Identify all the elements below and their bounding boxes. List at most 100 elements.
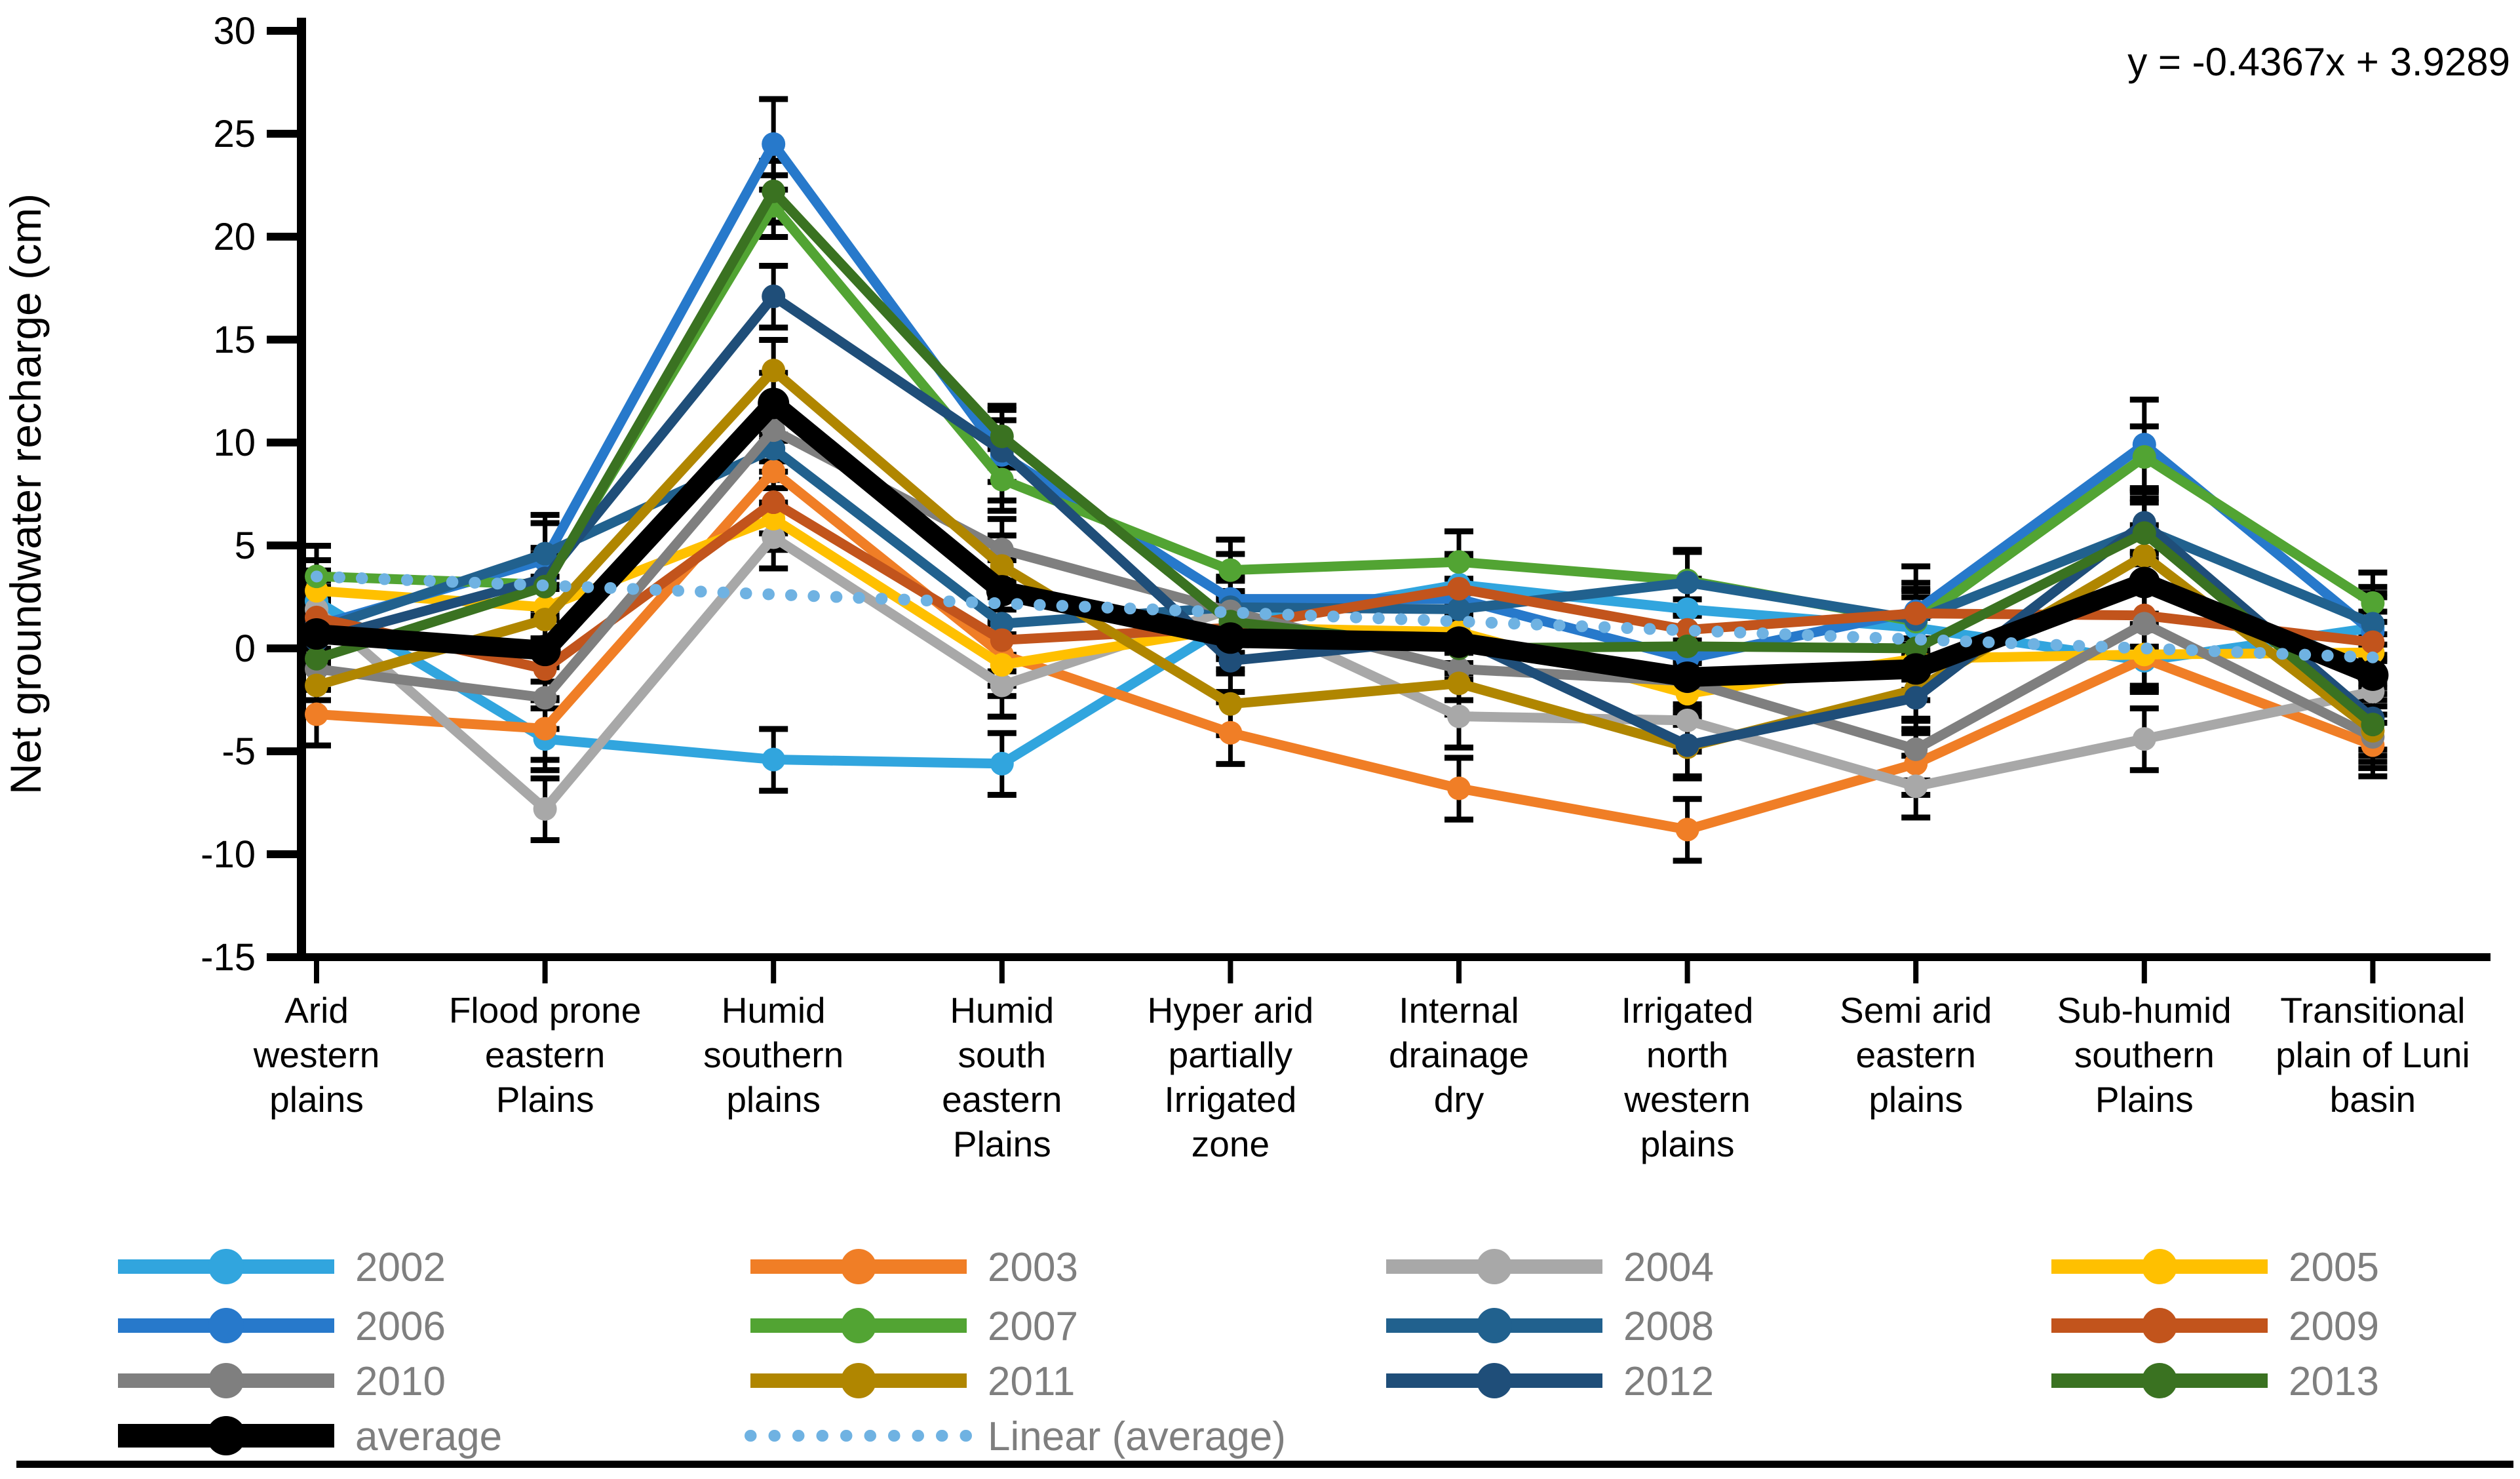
y-tick <box>267 644 297 652</box>
y-tick-label: -5 <box>222 730 256 773</box>
marker-2009-3 <box>990 628 1014 652</box>
legend-swatch-marker <box>841 1249 876 1284</box>
error-bar-cap <box>530 767 560 774</box>
marker-2010-2 <box>762 418 786 443</box>
marker-2011-4 <box>1218 692 1243 716</box>
y-tick-label: -10 <box>201 833 256 876</box>
error-bar-cap <box>530 775 560 781</box>
error-bar-cap <box>2129 485 2159 492</box>
bottom-border-line <box>16 1461 2513 1468</box>
trendline-equation: y = -0.4367x + 3.9289 <box>2127 40 2510 84</box>
error-bar-cap <box>759 96 788 102</box>
error-bar-cap <box>530 679 560 685</box>
marker-2010-7 <box>1904 737 1928 761</box>
y-tick <box>267 542 297 549</box>
error-bar-cap <box>1444 755 1473 761</box>
marker-2010-8 <box>2132 612 2156 636</box>
error-bar-cap <box>759 325 788 331</box>
error-bar-cap <box>759 262 788 269</box>
y-tick-label: 25 <box>213 113 256 155</box>
marker-2004-6 <box>1675 708 1699 732</box>
marker-2012-2 <box>762 285 786 309</box>
series-line-average <box>307 393 2383 687</box>
x-axis-line <box>297 953 2491 961</box>
y-tick <box>267 747 297 755</box>
marker-2008-6 <box>1675 570 1699 595</box>
marker-2003-6 <box>1675 818 1699 842</box>
legend-item-2010 <box>118 1363 334 1398</box>
y-tick <box>267 233 297 241</box>
error-bar-cap <box>2129 397 2159 403</box>
marker-2013-2 <box>762 179 786 203</box>
error-bar-cap <box>987 507 1017 514</box>
x-tick <box>999 957 1005 983</box>
error-bar-cap <box>759 157 788 164</box>
legend-item-2012 <box>1386 1363 1602 1398</box>
series-line-2006 <box>311 139 2378 664</box>
error-bar-cap <box>1673 858 1702 864</box>
x-category-label: Flood prone eastern Plains <box>449 990 642 1120</box>
y-tick-label: 0 <box>235 627 256 670</box>
error-bar-cap <box>1673 549 1702 555</box>
marker-2011-2 <box>762 359 786 383</box>
marker-2007-4 <box>1218 558 1243 582</box>
error-bar-cap <box>2358 773 2388 779</box>
legend-swatch-marker <box>2142 1363 2177 1398</box>
error-bar-cap <box>759 220 788 226</box>
error-bar-cap <box>1216 760 1245 767</box>
legend-swatch-marker <box>1477 1308 1512 1343</box>
y-tick <box>267 439 297 446</box>
marker-2003-5 <box>1447 776 1471 800</box>
y-tick <box>267 336 297 344</box>
x-category-label: Semi arid eastern plains <box>1840 990 1992 1120</box>
legend-swatch-marker <box>841 1363 876 1398</box>
error-bar-cap <box>759 337 788 343</box>
error-bar-cap <box>530 757 560 763</box>
error-bar-cap <box>2129 489 2159 496</box>
marker-2007-9 <box>2361 591 2385 615</box>
legend-label: 2003 <box>988 1245 1078 1290</box>
legend-item-2005 <box>2051 1249 2268 1284</box>
error-bar-cap <box>530 520 560 526</box>
x-tick <box>2141 957 2147 983</box>
error-bar-cap <box>2129 767 2159 774</box>
legend-label: 2012 <box>1623 1359 1714 1404</box>
marker-average-1 <box>529 635 561 667</box>
legend-item-2008 <box>1386 1308 1602 1343</box>
x-category-label: Irrigated north western plains <box>1621 990 1754 1164</box>
y-tick-label: 15 <box>213 319 256 361</box>
error-bar-cap <box>1901 580 1931 586</box>
error-bar-cap <box>1216 536 1245 543</box>
error-bar-cap <box>759 726 788 732</box>
x-category-label: Hyper arid partially Irrigated zone <box>1148 990 1314 1164</box>
marker-average-2 <box>758 387 790 420</box>
y-tick <box>267 27 297 35</box>
marker-2009-9 <box>2361 630 2385 654</box>
legend-label: 2002 <box>355 1245 446 1290</box>
error-bar-cap <box>987 791 1017 798</box>
legend-label: 2011 <box>988 1359 1075 1404</box>
error-bar-cap <box>530 511 560 518</box>
legend-item-2006 <box>118 1308 334 1343</box>
error-bar-cap <box>302 543 331 549</box>
x-tick <box>2370 957 2376 983</box>
error-bar-cap <box>987 730 1017 736</box>
y-tick-label: 30 <box>213 10 256 52</box>
marker-2002-3 <box>990 751 1014 776</box>
legend-swatch-marker <box>1477 1249 1512 1284</box>
x-tick <box>1228 957 1233 983</box>
marker-2008-9 <box>2361 612 2385 636</box>
legend-swatch-marker <box>208 1308 244 1343</box>
marker-2011-5 <box>1447 671 1471 696</box>
marker-2004-8 <box>2132 727 2156 751</box>
error-bar-cap <box>2358 703 2388 709</box>
axes <box>267 18 2491 983</box>
marker-2008-3 <box>990 612 1014 636</box>
marker-2011-3 <box>990 554 1014 578</box>
marker-2006-2 <box>762 132 786 156</box>
marker-2002-2 <box>762 747 786 772</box>
error-bar-cap <box>1673 773 1702 779</box>
marker-2004-7 <box>1904 774 1928 799</box>
marker-2011-1 <box>533 608 557 632</box>
